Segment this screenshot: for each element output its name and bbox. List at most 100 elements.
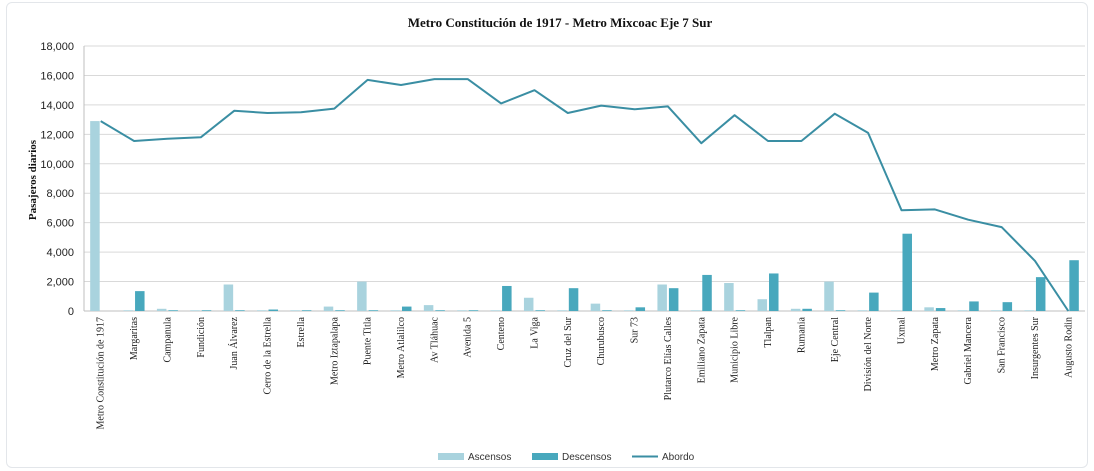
bar-ascensos-15 — [557, 310, 567, 311]
x-tick-label: Municipio Libre — [730, 316, 741, 382]
y-tick-label: 6,000 — [46, 218, 74, 230]
bar-descensos-5 — [235, 310, 245, 311]
bar-descensos-12 — [468, 310, 479, 311]
x-tick-label: Sur 73 — [630, 317, 641, 343]
bar-descensos-7 — [301, 310, 312, 311]
bar-descensos-21 — [769, 273, 779, 311]
bar-ascensos-21 — [757, 299, 768, 311]
bar-ascensos-22 — [790, 308, 801, 311]
x-tick-label: Margaritas — [129, 317, 140, 360]
bar-ascensos-10 — [390, 310, 400, 311]
bar-ascensos-14 — [523, 297, 534, 311]
bar-descensos-16 — [602, 310, 612, 311]
x-tick-label: Centeno — [496, 317, 507, 350]
bar-ascensos-9 — [357, 281, 367, 311]
bar-ascensos-11 — [423, 305, 434, 311]
bar-descensos-9 — [368, 310, 379, 311]
y-tick-label: 4,000 — [46, 247, 74, 259]
x-tick-label: Plutarco Elías Calles — [663, 317, 674, 400]
bar-descensos-4 — [201, 310, 212, 311]
bar-ascensos-25 — [890, 310, 901, 311]
bar-descensos-3 — [168, 310, 178, 311]
bar-ascensos-29 — [1024, 310, 1034, 311]
y-axis-ticks: 0 2,000 4,000 6,000 8,000 10,000 12,000 14,000 1… — [40, 41, 74, 318]
bar-ascensos-5 — [223, 284, 234, 311]
bar-descensos-27 — [969, 301, 979, 311]
y-tick-label: 10,000 — [40, 159, 74, 171]
x-tick-label: Avenida 5 — [463, 317, 474, 358]
gridlines — [83, 45, 1085, 312]
bar-ascensos-8 — [323, 306, 334, 311]
bar-ascensos-3 — [156, 308, 167, 311]
bar-descensos-23 — [835, 310, 846, 311]
bar-ascensos-4 — [190, 310, 200, 311]
x-tick-label: Cerro de la Estrella — [263, 316, 274, 394]
bar-ascensos-28 — [991, 310, 1001, 311]
bar-descensos-8 — [335, 310, 345, 311]
bar-descensos-18 — [668, 288, 679, 311]
x-tick-label: Campanula — [162, 316, 173, 362]
y-tick-label: 14,000 — [40, 100, 74, 112]
bar-ascensos-26 — [924, 307, 934, 311]
y-tick-label: 12,000 — [40, 129, 74, 141]
bar-ascensos-2 — [123, 310, 134, 311]
bars-group — [90, 121, 1079, 311]
x-tick-label: Juan Álvarez — [228, 316, 240, 369]
x-tick-label: La Viga — [530, 316, 541, 348]
bar-descensos-17 — [635, 307, 646, 311]
x-tick-label: Emiliano Zapata — [696, 316, 707, 383]
bar-descensos-10 — [401, 306, 412, 311]
bar-ascensos-17 — [624, 310, 634, 311]
y-tick-label: 0 — [68, 306, 74, 318]
bar-descensos-14 — [535, 310, 545, 311]
legend-label-descensos: Descensos — [562, 452, 611, 463]
x-tick-label: Insurgentes Sur — [1030, 316, 1041, 379]
x-tick-label: Metro Atlalilco — [396, 317, 407, 378]
chart-title: Metro Constitución de 1917 - Metro Mixco… — [408, 15, 713, 30]
y-tick-label: 18,000 — [40, 41, 74, 53]
x-tick-label: Av Tláhuac — [429, 316, 440, 363]
x-tick-label: Churubusco — [596, 317, 607, 365]
bar-ascensos-12 — [457, 310, 467, 311]
y-tick-label: 2,000 — [46, 277, 74, 289]
bar-ascensos-23 — [824, 281, 834, 311]
bar-descensos-13 — [502, 285, 512, 311]
x-tick-label: Gabriel Mancera — [963, 316, 974, 384]
bar-descensos-2 — [135, 291, 145, 311]
x-tick-label: Fundición — [196, 317, 207, 358]
y-tick-label: 16,000 — [40, 70, 74, 82]
x-axis-ticks: Metro Constitución de 1917 Margaritas Camp… — [96, 316, 1075, 429]
bar-ascensos-20 — [724, 283, 734, 311]
bar-descensos-28 — [1002, 302, 1013, 311]
bar-ascensos-6 — [257, 310, 267, 311]
bar-descensos-15 — [568, 288, 579, 311]
bar-ascensos-1 — [90, 121, 100, 311]
x-tick-label: Tlalpan — [763, 317, 774, 348]
legend-label-abordo: Abordo — [662, 452, 695, 463]
x-tick-label: Uxmal — [897, 317, 908, 344]
bar-descensos-26 — [935, 308, 946, 311]
x-tick-label: Rumania — [796, 316, 807, 353]
legend-swatch-ascensos — [438, 453, 464, 460]
x-tick-label: Eje Central — [830, 317, 841, 362]
bar-ascensos-19 — [690, 310, 701, 311]
bar-descensos-11 — [435, 310, 445, 311]
x-tick-label: Cruz del Sur — [563, 316, 574, 367]
y-axis-label: Pasajeros diarios — [27, 139, 39, 220]
x-tick-label: San Francisco — [997, 317, 1008, 373]
bar-descensos-29 — [1035, 277, 1046, 311]
bar-descensos-22 — [802, 308, 812, 311]
bar-ascensos-24 — [857, 310, 868, 311]
legend: Ascensos Descensos Abordo — [438, 452, 695, 463]
y-tick-label: 8,000 — [46, 188, 74, 200]
line-abordo — [100, 78, 1070, 312]
x-tick-label: Puente Titla — [363, 316, 374, 365]
x-tick-label: Metro Iztapalapa — [329, 316, 340, 385]
bar-ascensos-18 — [657, 284, 667, 311]
bar-descensos-6 — [268, 309, 279, 311]
x-tick-label: División del Norte — [863, 316, 874, 391]
bar-descensos-25 — [902, 233, 912, 311]
bar-ascensos-13 — [490, 310, 501, 311]
bar-ascensos-27 — [957, 310, 968, 311]
